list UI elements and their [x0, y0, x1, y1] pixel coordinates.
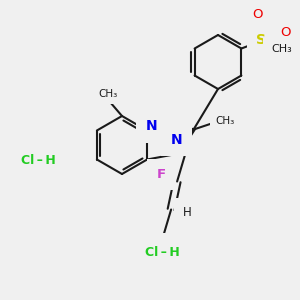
- Text: H: H: [183, 206, 191, 219]
- Text: N: N: [155, 243, 167, 258]
- Text: H: H: [169, 254, 177, 263]
- Text: CH₃: CH₃: [271, 44, 292, 55]
- Text: CH₃: CH₃: [98, 89, 118, 99]
- Text: CH₃: CH₃: [215, 116, 235, 126]
- Text: O: O: [252, 8, 262, 21]
- Text: O: O: [280, 26, 291, 39]
- Text: S: S: [256, 34, 266, 47]
- Text: F: F: [157, 168, 166, 181]
- Text: N: N: [170, 133, 182, 146]
- Text: N: N: [145, 119, 157, 134]
- Text: H: H: [145, 254, 153, 265]
- Text: Cl – H: Cl – H: [21, 154, 56, 166]
- Text: Cl – H: Cl – H: [145, 245, 179, 259]
